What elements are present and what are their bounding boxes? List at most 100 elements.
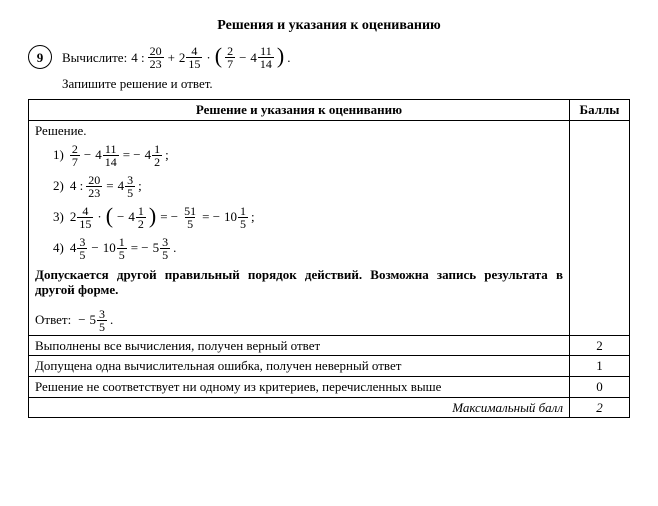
den: 7 [225, 57, 235, 70]
den: 5 [77, 248, 87, 261]
den: 14 [258, 57, 274, 70]
criterion: Решение не соответствует ни одному из кр… [29, 376, 570, 397]
num: 20 [86, 174, 102, 186]
calc-label: Вычислите: [62, 50, 127, 66]
score-cell-blank [570, 120, 630, 335]
step-3: 3) 2415 · ( − 412 ) = − 515 = − 1015 ; [53, 205, 563, 230]
minus: − [90, 240, 99, 256]
criterion: Допущена одна вычислительная ошибка, пол… [29, 356, 570, 377]
whole: 4 [70, 240, 77, 256]
num: 51 [182, 205, 198, 217]
num: 1 [152, 143, 162, 155]
num: 1 [238, 205, 248, 217]
semicolon: ; [251, 209, 255, 225]
mixed-4-11-14: 4 1114 [250, 45, 274, 70]
answer-line: Ответ: − 535 . [35, 308, 563, 333]
rubric-row: Выполнены все вычисления, получен верный… [29, 335, 630, 356]
den: 15 [77, 217, 93, 230]
neg: − [116, 209, 125, 225]
den: 15 [186, 57, 202, 70]
semicolon: ; [165, 147, 169, 163]
rparen: ) [149, 205, 156, 227]
step-idx: 2) [53, 178, 64, 194]
whole: 10 [103, 240, 116, 256]
semicolon: ; [138, 178, 142, 194]
frac-20-23: 20 23 [148, 45, 164, 70]
num: 4 [189, 45, 199, 57]
den: 5 [160, 248, 170, 261]
problem-expression: 4 : 20 23 + 2 415 · ( 2 7 − 4 1114 ) . [131, 45, 290, 70]
page-title: Решения и указания к оцениванию [28, 18, 630, 35]
expr-prefix: 4 : [131, 50, 144, 66]
mixed-2-4-15: 2 415 [179, 45, 203, 70]
rparen: ) [277, 45, 284, 67]
num: 1 [136, 205, 146, 217]
criterion: Выполнены все вычисления, получен верный… [29, 335, 570, 356]
equals: = [105, 178, 114, 194]
score: 1 [570, 356, 630, 377]
problem-row: 9 Вычислите: 4 : 20 23 + 2 415 · ( 2 7 −… [28, 45, 630, 70]
equals: = − [201, 209, 221, 225]
step-idx: 3) [53, 209, 64, 225]
num: 2 [70, 143, 80, 155]
whole: 4 [128, 209, 135, 225]
header-solution: Решение и указания к оцениванию [29, 100, 570, 121]
equals: = − [159, 209, 179, 225]
whole: 4 [145, 147, 152, 163]
step-2: 2) 4 : 2023 = 435 ; [53, 174, 563, 199]
solution-label: Решение. [35, 123, 563, 139]
whole: 10 [224, 209, 237, 225]
rubric-row: Решение не соответствует ни одному из кр… [29, 376, 630, 397]
solution-note: Допускается другой правильный порядок де… [35, 267, 563, 298]
whole: 2 [70, 209, 77, 225]
num: 1 [117, 236, 127, 248]
whole: 4 [250, 50, 257, 66]
period: . [110, 312, 113, 328]
header-score: Баллы [570, 100, 630, 121]
rubric-row: Допущена одна вычислительная ошибка, пол… [29, 356, 630, 377]
num: 3 [97, 308, 107, 320]
step-idx: 4) [53, 240, 64, 256]
den: 23 [86, 186, 102, 199]
den: 7 [70, 155, 80, 168]
score: 2 [570, 335, 630, 356]
whole: 2 [179, 50, 186, 66]
equals: = − [130, 240, 150, 256]
lparen: ( [215, 45, 222, 67]
neg: − [77, 312, 86, 328]
dot: · [96, 209, 102, 225]
den: 23 [148, 57, 164, 70]
answer-label: Ответ: [35, 312, 71, 328]
period: . [173, 240, 176, 256]
den: 14 [103, 155, 119, 168]
num: 3 [125, 174, 135, 186]
num: 20 [148, 45, 164, 57]
den: 2 [136, 217, 146, 230]
minus: − [238, 50, 247, 66]
lparen: ( [106, 205, 113, 227]
solution-cell: Решение. 1) 27 − 41114 = − 412 ; 2) 4 : … [29, 120, 570, 335]
frac-2-7: 2 7 [225, 45, 235, 70]
num: 11 [103, 143, 119, 155]
problem-text: Вычислите: 4 : 20 23 + 2 415 · ( 2 7 − 4… [62, 45, 291, 70]
step-idx: 1) [53, 147, 64, 163]
whole: 5 [153, 240, 160, 256]
num: 3 [160, 236, 170, 248]
den: 5 [185, 217, 195, 230]
num: 3 [77, 236, 87, 248]
den: 5 [125, 186, 135, 199]
problem-number: 9 [28, 45, 52, 69]
den: 2 [152, 155, 162, 168]
prefix: 4 : [70, 178, 83, 194]
dot: · [205, 50, 211, 66]
max-label: Максимальный балл [29, 397, 570, 418]
whole: 5 [90, 312, 97, 328]
instruction: Запишите решение и ответ. [62, 76, 630, 92]
num: 2 [225, 45, 235, 57]
den: 5 [117, 248, 127, 261]
rubric-row-max: Максимальный балл 2 [29, 397, 630, 418]
num: 11 [258, 45, 274, 57]
equals: = − [122, 147, 142, 163]
whole: 4 [95, 147, 102, 163]
rubric-table: Решение и указания к оцениванию Баллы Ре… [28, 99, 630, 418]
